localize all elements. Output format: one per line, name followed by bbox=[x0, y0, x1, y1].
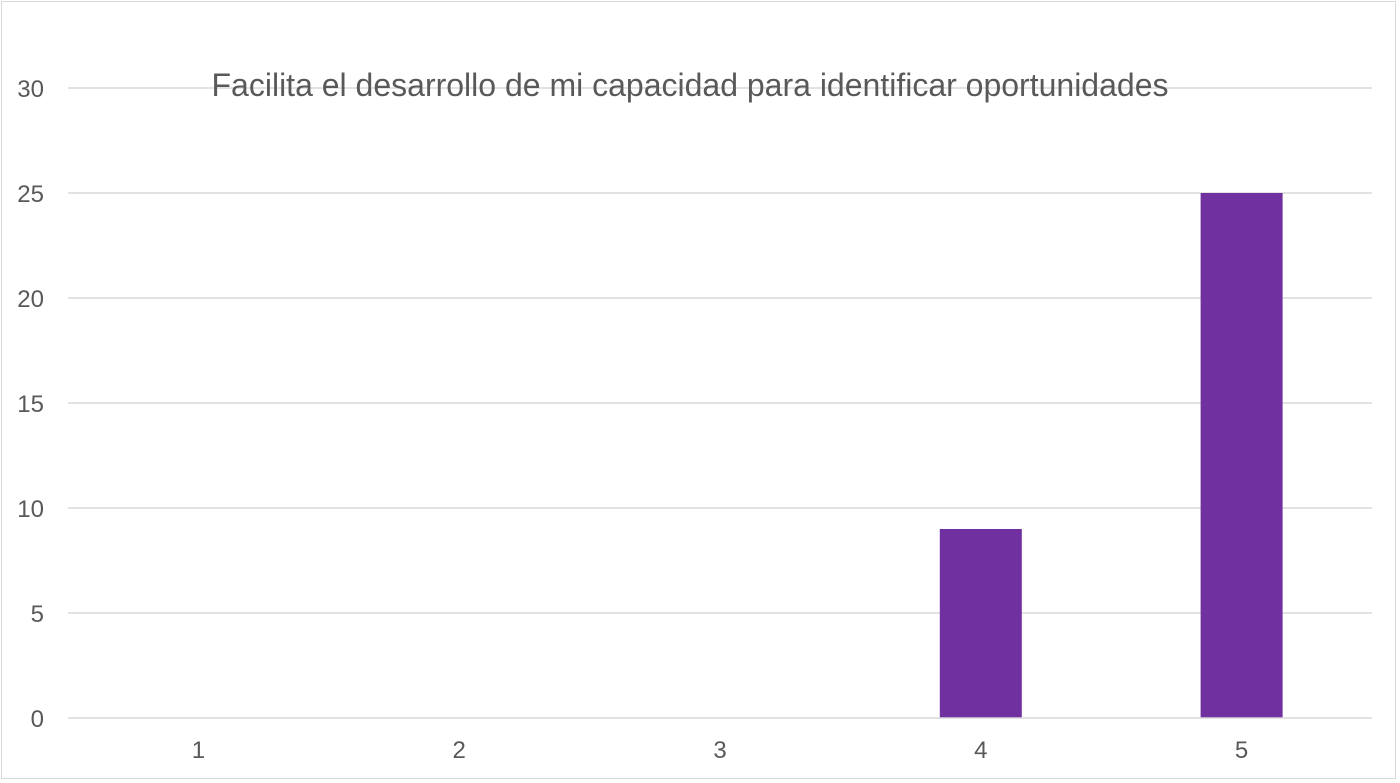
x-tick-label: 4 bbox=[974, 737, 987, 764]
bar-4 bbox=[939, 529, 1022, 718]
y-tick-label: 20 bbox=[17, 286, 44, 313]
chart-title: Facilita el desarrollo de mi capacidad p… bbox=[212, 67, 1169, 103]
y-tick-label: 0 bbox=[31, 706, 44, 733]
x-tick-label: 2 bbox=[453, 737, 466, 764]
bars bbox=[939, 193, 1283, 718]
y-tick-label: 25 bbox=[17, 181, 44, 208]
y-axis-tick-labels: 0 5 10 15 20 25 30 bbox=[17, 76, 44, 733]
y-tick-label: 10 bbox=[17, 496, 44, 523]
y-tick-label: 30 bbox=[17, 76, 44, 103]
bar-5 bbox=[1200, 193, 1283, 718]
x-axis-tick-labels: 1 2 3 4 5 bbox=[192, 737, 1249, 764]
x-tick-label: 5 bbox=[1235, 737, 1248, 764]
x-tick-label: 1 bbox=[192, 737, 205, 764]
gridlines bbox=[68, 87, 1372, 614]
y-tick-label: 5 bbox=[31, 601, 44, 628]
y-tick-label: 15 bbox=[17, 391, 44, 418]
x-tick-label: 3 bbox=[713, 737, 726, 764]
